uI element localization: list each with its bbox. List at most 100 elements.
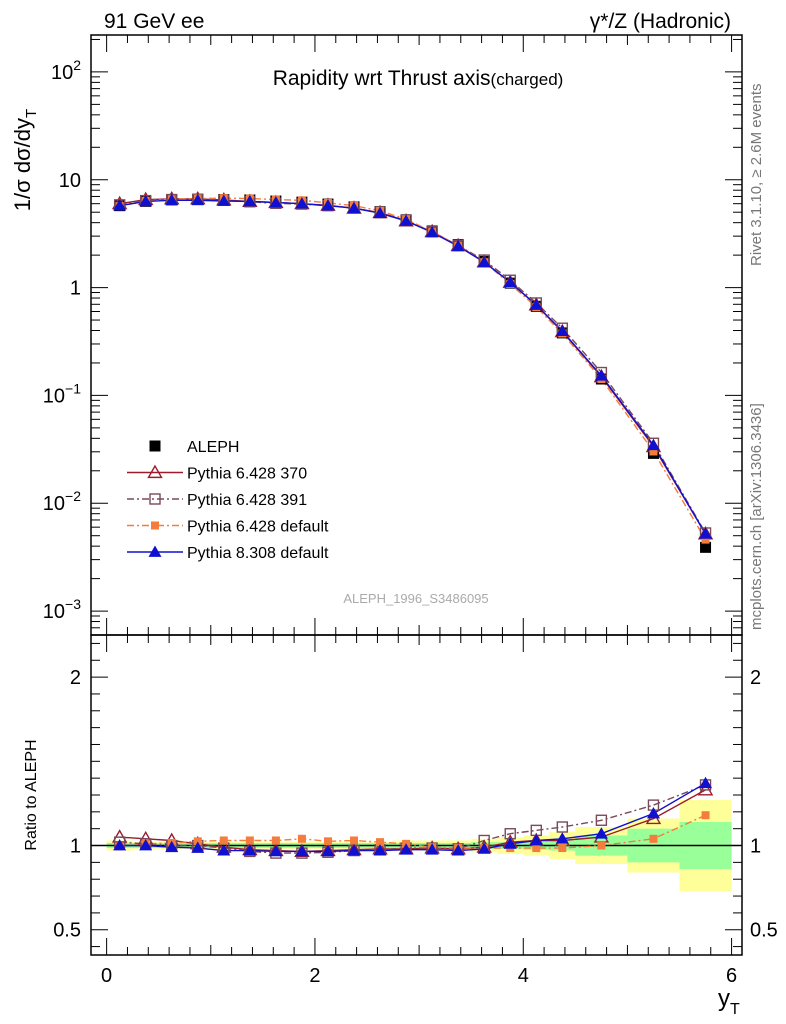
main-y-axis-label: 1/σ dσ/dyT <box>10 109 40 211</box>
ratio-point-pythia-6-428-default <box>376 838 385 847</box>
ratio-y-tick-label-right: 0.5 <box>750 920 778 942</box>
ratio-point-pythia-8-308-default <box>113 839 127 851</box>
series-point-pythia-8-308-default <box>347 201 361 214</box>
x-axis-label-sub: T <box>730 1001 740 1018</box>
ratio-point-pythia-6-428-default <box>532 844 541 853</box>
series-point-pythia-8-308-default <box>699 527 713 539</box>
main-y-axis-label-text: 1/σ dσ/dy <box>10 118 35 211</box>
y-tick-label: 10−1 <box>43 380 81 407</box>
legend-entry-pythia-8-308-default: Pythia 8.308 default <box>127 545 329 562</box>
ratio-point-pythia-6-428-391 <box>556 821 569 833</box>
ratio-y-tick-label-right: 2 <box>750 667 761 689</box>
analysis-watermark: ALEPH_1996_S3486095 <box>343 591 488 606</box>
header-left: 91 GeV ee <box>104 10 204 33</box>
series-point-pythia-8-308-default <box>399 214 413 226</box>
main-y-axis-label-sub: T <box>23 109 40 118</box>
y-tick-label-base: 10 <box>43 385 65 407</box>
ratio-point-pythia-6-428-370 <box>697 782 714 796</box>
legend-label: Pythia 8.308 default <box>187 545 329 562</box>
x-tick-label: 4 <box>518 965 529 987</box>
y-tick-label: 10−3 <box>43 596 81 623</box>
ratio-point-pythia-8-308-default <box>321 844 335 857</box>
y-tick-label-base: 10 <box>43 601 65 623</box>
series-line-pythia-6-428-391 <box>119 198 707 534</box>
ratio-y-tick-label-right: 1 <box>750 836 761 858</box>
side-label-bottom: mcplots.cern.ch [arXiv:1306.3436] <box>748 403 765 630</box>
ratio-point-pythia-6-428-default <box>297 834 306 843</box>
aleph-data-point <box>700 541 712 553</box>
ratio-point-pythia-8-308-default <box>165 840 179 853</box>
series-line-pythia-6-428-default <box>119 197 707 540</box>
ratio-point-pythia-8-308-default <box>191 841 205 853</box>
series-point-pythia-6-428-default <box>649 447 658 456</box>
legend-entry-aleph: ALEPH <box>149 439 239 456</box>
ratio-point-pythia-6-428-default <box>701 811 710 820</box>
ratio-plot: 0 2 4 6 0.5 0.5 1 1 2 2 <box>53 634 778 987</box>
x-tick-label: 0 <box>101 965 112 987</box>
series-point-pythia-8-308-default <box>425 225 439 238</box>
legend-entry-pythia-6-428-default: Pythia 6.428 default <box>127 519 329 536</box>
y-tick-label-base: 10 <box>51 62 73 84</box>
y-tick-label: 10 <box>59 170 81 192</box>
side-label-top: Rivet 3.1.10, ≥ 2.6M events <box>748 84 765 267</box>
legend-marker <box>147 464 163 479</box>
main-title-text: Rapidity wrt Thrust axis <box>273 67 491 90</box>
ratio-point-pythia-6-428-default <box>271 836 280 845</box>
series-point-pythia-8-308-default <box>321 199 335 211</box>
series-point-pythia-8-308-default <box>451 239 465 252</box>
legend-marker <box>149 493 161 505</box>
legend-marker <box>149 440 161 452</box>
ratio-y-tick-label: 1 <box>70 836 81 858</box>
y-tick-label: 1 <box>70 278 81 300</box>
ratio-point-pythia-8-308-default <box>373 844 387 856</box>
ratio-point-pythia-8-308-default <box>699 776 713 789</box>
legend: ALEPH Pythia 6.428 370 Pythia 6.428 391 Pyt… <box>127 439 329 562</box>
series-point-pythia-8-308-default <box>529 298 543 310</box>
ratio-point-pythia-8-308-default <box>217 844 231 856</box>
ratio-point-pythia-8-308-default <box>295 844 309 857</box>
series-point-pythia-8-308-default <box>217 194 231 206</box>
ratio-point-pythia-6-428-default <box>350 836 359 845</box>
x-axis-label: yT <box>718 985 740 1018</box>
series-point-pythia-8-308-default <box>646 438 660 451</box>
ratio-point-pythia-8-308-default <box>503 837 517 849</box>
ratio-point-pythia-6-428-default <box>323 837 332 846</box>
main-title-suffix: (charged) <box>491 70 564 89</box>
series-line-pythia-6-428-370 <box>119 198 707 535</box>
ratio-plot-frame <box>90 634 743 956</box>
ratio-point-pythia-8-308-default <box>529 833 543 846</box>
series-point-pythia-6-428-default <box>701 535 710 544</box>
ratio-y-axis-label: Ratio to ALEPH <box>23 739 40 850</box>
ratio-point-pythia-8-308-default <box>594 827 608 839</box>
ratio-point-pythia-8-308-default <box>269 844 283 857</box>
series-point-pythia-8-308-default <box>555 324 569 336</box>
series-point-pythia-8-308-default <box>477 255 491 268</box>
ratio-point-pythia-8-308-default <box>451 844 465 856</box>
series-point-pythia-8-308-default <box>295 197 309 209</box>
ratio-point-pythia-8-308-default <box>425 843 439 855</box>
ratio-point-pythia-8-308-default <box>555 832 569 844</box>
ratio-point-pythia-6-428-391 <box>595 814 608 826</box>
legend-label: Pythia 6.428 default <box>187 519 329 536</box>
series-point-pythia-8-308-default <box>594 369 608 381</box>
ratio-point-pythia-8-308-default <box>243 844 257 856</box>
x-tick-label: 2 <box>309 965 320 987</box>
legend-entry-pythia-6-428-391: Pythia 6.428 391 <box>127 492 307 509</box>
ratio-y-tick-label: 0.5 <box>53 920 81 942</box>
legend-entry-pythia-6-428-370: Pythia 6.428 370 <box>127 464 307 483</box>
ratio-point-pythia-8-308-default <box>139 839 153 851</box>
y-tick-label-exp: −1 <box>65 380 81 396</box>
series-point-pythia-8-308-default <box>503 275 517 288</box>
series-point-pythia-8-308-default <box>165 193 179 206</box>
series-point-pythia-8-308-default <box>243 194 257 207</box>
y-tick-label-base: 10 <box>59 170 81 192</box>
x-tick-label: 6 <box>726 965 737 987</box>
legend-label: Pythia 6.428 370 <box>187 466 307 483</box>
legend-marker <box>148 545 162 557</box>
legend-label: ALEPH <box>187 439 239 456</box>
y-tick-label-exp: −3 <box>65 596 81 612</box>
series-point-pythia-8-308-default <box>191 193 205 206</box>
ratio-point-pythia-6-428-default <box>649 834 658 843</box>
y-tick-label: 10−2 <box>43 488 81 515</box>
legend-marker <box>151 521 159 530</box>
